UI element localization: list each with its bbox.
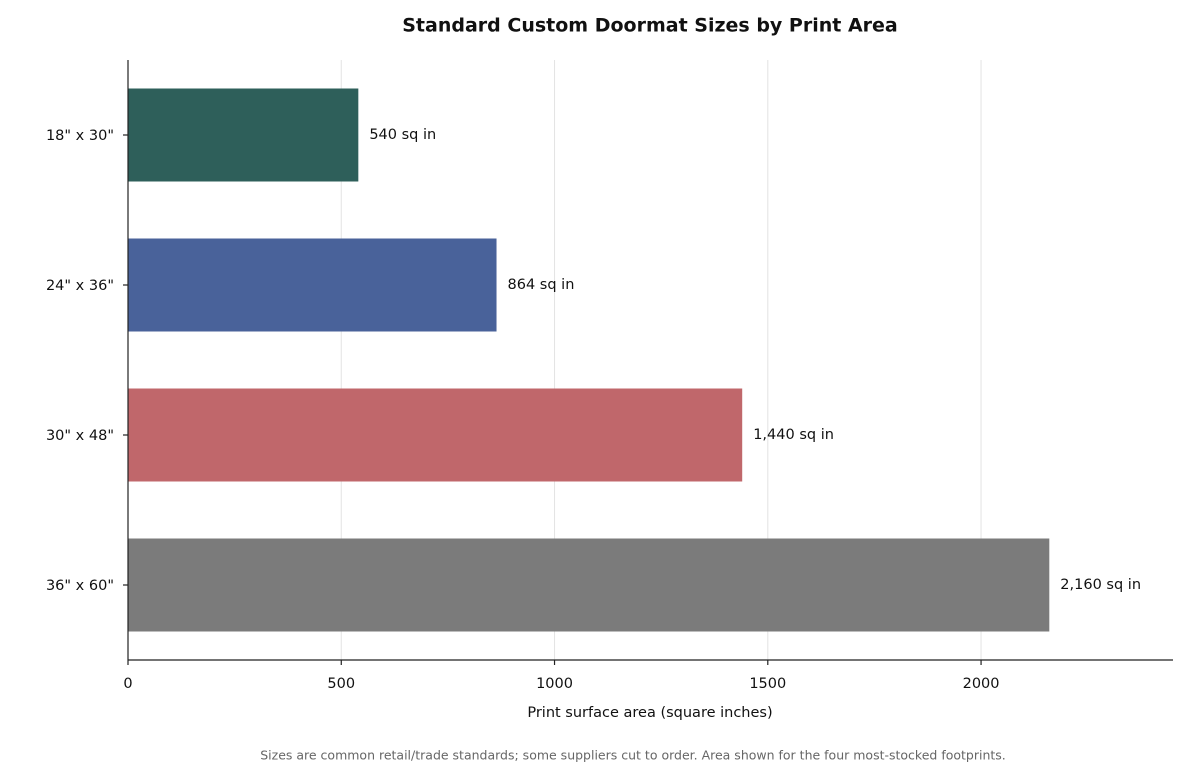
value-label: 864 sq in xyxy=(508,277,575,293)
y-tick-label: 30" x 48" xyxy=(46,428,114,444)
value-label: 2,160 sq in xyxy=(1060,577,1141,593)
x-tick-label: 1000 xyxy=(536,676,573,692)
x-tick-label: 2000 xyxy=(963,676,1000,692)
bar xyxy=(128,388,743,482)
value-label: 540 sq in xyxy=(369,127,436,143)
x-tick-label: 1500 xyxy=(749,676,786,692)
bar xyxy=(128,88,359,182)
y-tick-label: 36" x 60" xyxy=(46,578,114,594)
x-axis-label: Print surface area (square inches) xyxy=(527,705,772,721)
value-label: 1,440 sq in xyxy=(753,427,834,443)
y-tick-label: 18" x 30" xyxy=(46,128,114,144)
x-tick-label: 500 xyxy=(327,676,355,692)
footnote: Sizes are common retail/trade standards;… xyxy=(260,748,1006,763)
y-tick-label: 24" x 36" xyxy=(46,278,114,294)
bar xyxy=(128,538,1050,632)
bar xyxy=(128,238,497,332)
x-tick-label: 0 xyxy=(123,676,132,692)
chart-title: Standard Custom Doormat Sizes by Print A… xyxy=(402,15,898,37)
